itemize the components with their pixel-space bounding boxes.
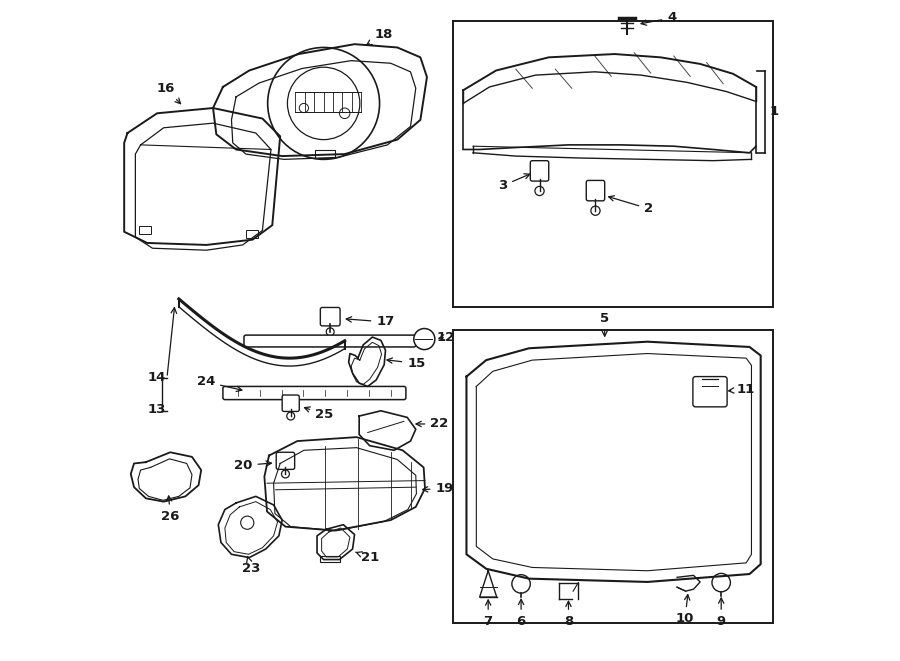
Text: 1: 1	[770, 106, 779, 118]
FancyBboxPatch shape	[530, 161, 549, 181]
Circle shape	[287, 412, 294, 420]
Text: 3: 3	[498, 174, 530, 192]
Text: 11: 11	[729, 383, 754, 396]
Text: 26: 26	[161, 496, 179, 523]
Bar	[246, 230, 257, 238]
Text: 21: 21	[356, 551, 380, 564]
Text: 14: 14	[148, 371, 166, 385]
Bar	[140, 226, 151, 234]
Bar	[315, 150, 335, 158]
Text: 19: 19	[423, 482, 454, 495]
FancyBboxPatch shape	[693, 377, 727, 407]
Circle shape	[300, 103, 309, 112]
Text: 2: 2	[608, 196, 653, 215]
Text: 4: 4	[641, 11, 677, 25]
Text: 22: 22	[416, 418, 448, 430]
Circle shape	[282, 470, 290, 478]
Text: 23: 23	[242, 557, 260, 575]
Text: 17: 17	[346, 315, 394, 329]
Text: 9: 9	[716, 598, 725, 628]
Bar	[454, 330, 772, 623]
Text: 15: 15	[387, 357, 426, 370]
Text: 6: 6	[517, 600, 526, 628]
Text: 7: 7	[483, 600, 492, 628]
Text: 16: 16	[157, 82, 181, 104]
Text: 25: 25	[304, 407, 333, 421]
Circle shape	[712, 573, 731, 592]
Text: 24: 24	[196, 375, 242, 391]
Text: 10: 10	[676, 595, 694, 625]
Circle shape	[414, 329, 435, 350]
Text: 5: 5	[600, 312, 609, 336]
Circle shape	[327, 328, 334, 336]
Circle shape	[535, 186, 544, 196]
FancyBboxPatch shape	[276, 452, 294, 469]
Text: 12: 12	[436, 330, 455, 344]
FancyBboxPatch shape	[586, 180, 605, 201]
Text: 13: 13	[148, 403, 166, 416]
Circle shape	[591, 206, 600, 215]
FancyBboxPatch shape	[283, 395, 300, 411]
FancyBboxPatch shape	[320, 307, 340, 326]
Circle shape	[240, 516, 254, 529]
Bar	[454, 21, 772, 307]
Text: 20: 20	[234, 459, 272, 472]
Circle shape	[339, 108, 350, 118]
FancyBboxPatch shape	[244, 335, 416, 347]
Circle shape	[267, 48, 380, 159]
Bar	[320, 556, 340, 563]
Circle shape	[512, 574, 530, 593]
Text: 18: 18	[366, 28, 392, 45]
FancyBboxPatch shape	[223, 387, 406, 400]
Text: 8: 8	[564, 602, 573, 628]
